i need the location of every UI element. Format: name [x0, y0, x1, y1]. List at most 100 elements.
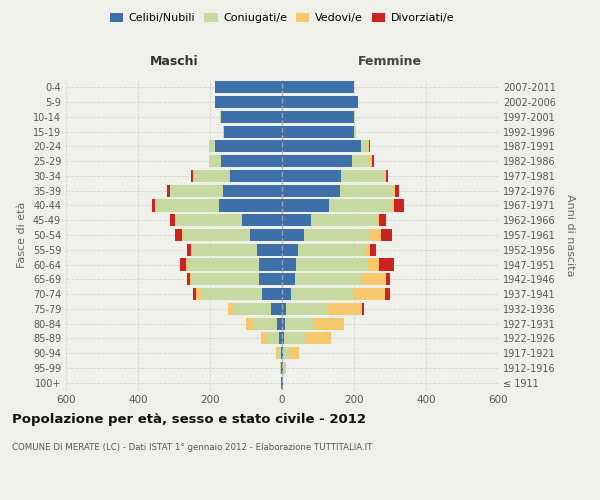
Bar: [215, 82, 282, 94]
Bar: [282, 96, 358, 108]
Bar: [233, 303, 271, 315]
Bar: [282, 303, 286, 315]
Bar: [282, 170, 341, 182]
Bar: [187, 244, 191, 256]
Bar: [340, 184, 394, 197]
Bar: [259, 258, 282, 270]
Bar: [182, 229, 183, 241]
Bar: [298, 244, 365, 256]
Bar: [386, 170, 388, 182]
Bar: [392, 200, 394, 211]
Bar: [282, 140, 361, 152]
Bar: [271, 303, 282, 315]
Bar: [282, 229, 304, 241]
Bar: [209, 140, 210, 152]
Bar: [352, 155, 370, 167]
Bar: [191, 244, 192, 256]
Bar: [262, 288, 282, 300]
Bar: [275, 347, 277, 359]
Bar: [156, 200, 219, 211]
Bar: [286, 303, 328, 315]
Bar: [193, 288, 196, 300]
Bar: [242, 214, 282, 226]
Bar: [155, 200, 156, 211]
Bar: [354, 126, 356, 138]
Bar: [394, 200, 404, 211]
Bar: [283, 347, 290, 359]
Bar: [230, 170, 282, 182]
Bar: [187, 273, 190, 285]
Bar: [283, 362, 284, 374]
Bar: [192, 273, 259, 285]
Bar: [284, 362, 286, 374]
Bar: [282, 214, 311, 226]
Bar: [282, 288, 291, 300]
Bar: [304, 229, 370, 241]
Bar: [395, 184, 399, 197]
Bar: [215, 96, 282, 108]
Bar: [250, 229, 282, 241]
Bar: [196, 288, 201, 300]
Bar: [370, 244, 376, 256]
Bar: [284, 332, 305, 344]
Bar: [175, 229, 182, 241]
Bar: [259, 273, 282, 285]
Bar: [281, 376, 282, 388]
Bar: [210, 140, 215, 152]
Bar: [210, 155, 221, 167]
Bar: [295, 273, 361, 285]
Bar: [209, 155, 210, 167]
Bar: [372, 155, 374, 167]
Bar: [314, 318, 344, 330]
Bar: [354, 288, 385, 300]
Bar: [386, 273, 390, 285]
Text: COMUNE DI MERATE (LC) - Dati ISTAT 1° gennaio 2012 - Elaborazione TUTTITALIA.IT: COMUNE DI MERATE (LC) - Dati ISTAT 1° ge…: [12, 442, 373, 452]
Bar: [175, 214, 176, 226]
Bar: [329, 200, 392, 211]
Bar: [188, 258, 259, 270]
Bar: [381, 229, 392, 241]
Bar: [194, 170, 230, 182]
Bar: [281, 362, 282, 374]
Bar: [219, 200, 282, 211]
Bar: [167, 184, 170, 197]
Bar: [282, 82, 354, 94]
Bar: [183, 229, 250, 241]
Bar: [180, 258, 185, 270]
Bar: [282, 111, 354, 123]
Bar: [305, 332, 331, 344]
Bar: [354, 111, 355, 123]
Bar: [282, 273, 295, 285]
Text: Femmine: Femmine: [358, 55, 422, 68]
Bar: [291, 288, 354, 300]
Text: Maschi: Maschi: [149, 55, 199, 68]
Bar: [224, 126, 282, 138]
Bar: [282, 200, 329, 211]
Bar: [365, 244, 370, 256]
Bar: [192, 244, 257, 256]
Bar: [185, 258, 188, 270]
Bar: [170, 184, 223, 197]
Legend: Celibi/Nubili, Coniugati/e, Vedovi/e, Divorziati/e: Celibi/Nubili, Coniugati/e, Vedovi/e, Di…: [106, 8, 458, 28]
Bar: [368, 140, 370, 152]
Bar: [191, 170, 193, 182]
Bar: [282, 258, 296, 270]
Bar: [282, 318, 285, 330]
Bar: [277, 318, 282, 330]
Bar: [261, 332, 266, 344]
Bar: [385, 170, 386, 182]
Bar: [328, 303, 362, 315]
Bar: [367, 258, 379, 270]
Bar: [277, 347, 281, 359]
Bar: [223, 184, 282, 197]
Bar: [279, 332, 282, 344]
Bar: [282, 155, 352, 167]
Bar: [282, 126, 354, 138]
Bar: [377, 214, 379, 226]
Bar: [361, 140, 368, 152]
Bar: [246, 318, 253, 330]
Bar: [311, 214, 377, 226]
Bar: [281, 347, 282, 359]
Bar: [282, 184, 340, 197]
Bar: [176, 214, 242, 226]
